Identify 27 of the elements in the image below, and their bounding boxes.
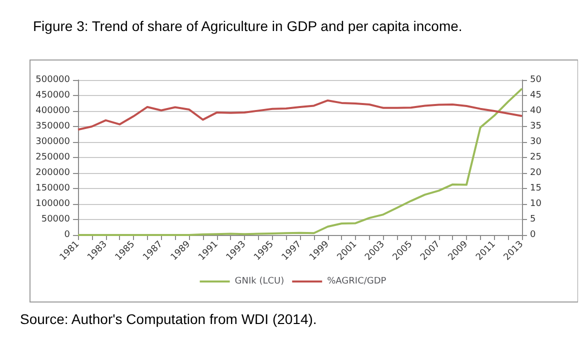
y2-tick-label: 20 — [530, 168, 542, 178]
y2-tick-label: 5 — [530, 214, 536, 224]
y-tick-label: 300000 — [36, 137, 70, 147]
y2-tick-label: 35 — [530, 122, 542, 132]
y-tick-label: 0 — [64, 230, 70, 240]
y2-tick-label: 45 — [530, 90, 542, 100]
y-tick-label: 450000 — [36, 90, 70, 100]
legend-label: %AGRIC/GDP — [327, 276, 387, 286]
source-note: Source: Author's Computation from WDI (2014). — [20, 311, 317, 327]
y2-tick-label: 40 — [530, 106, 542, 116]
y-tick-label: 250000 — [36, 152, 70, 162]
y2-tick-label: 30 — [530, 137, 542, 147]
y-tick-label: 100000 — [36, 199, 70, 209]
legend-label: GNIk (LCU) — [234, 276, 284, 286]
y-tick-label: 200000 — [36, 168, 70, 178]
y-tick-label: 350000 — [36, 122, 70, 132]
chart-title: Figure 3: Trend of share of Agriculture in GDP and per capita income. — [33, 18, 462, 34]
line-series — [77, 99, 523, 131]
y2-tick-label: 10 — [530, 199, 542, 209]
y-tick-label: 50000 — [41, 214, 70, 224]
y2-tick-label: 15 — [530, 184, 542, 194]
y-tick-label: 400000 — [36, 106, 70, 116]
y2-tick-label: 0 — [530, 230, 536, 240]
y-tick-label: 500000 — [36, 75, 70, 85]
y-tick-label: 150000 — [36, 184, 70, 194]
y2-tick-label: 50 — [530, 75, 542, 85]
y2-tick-label: 25 — [530, 152, 542, 162]
